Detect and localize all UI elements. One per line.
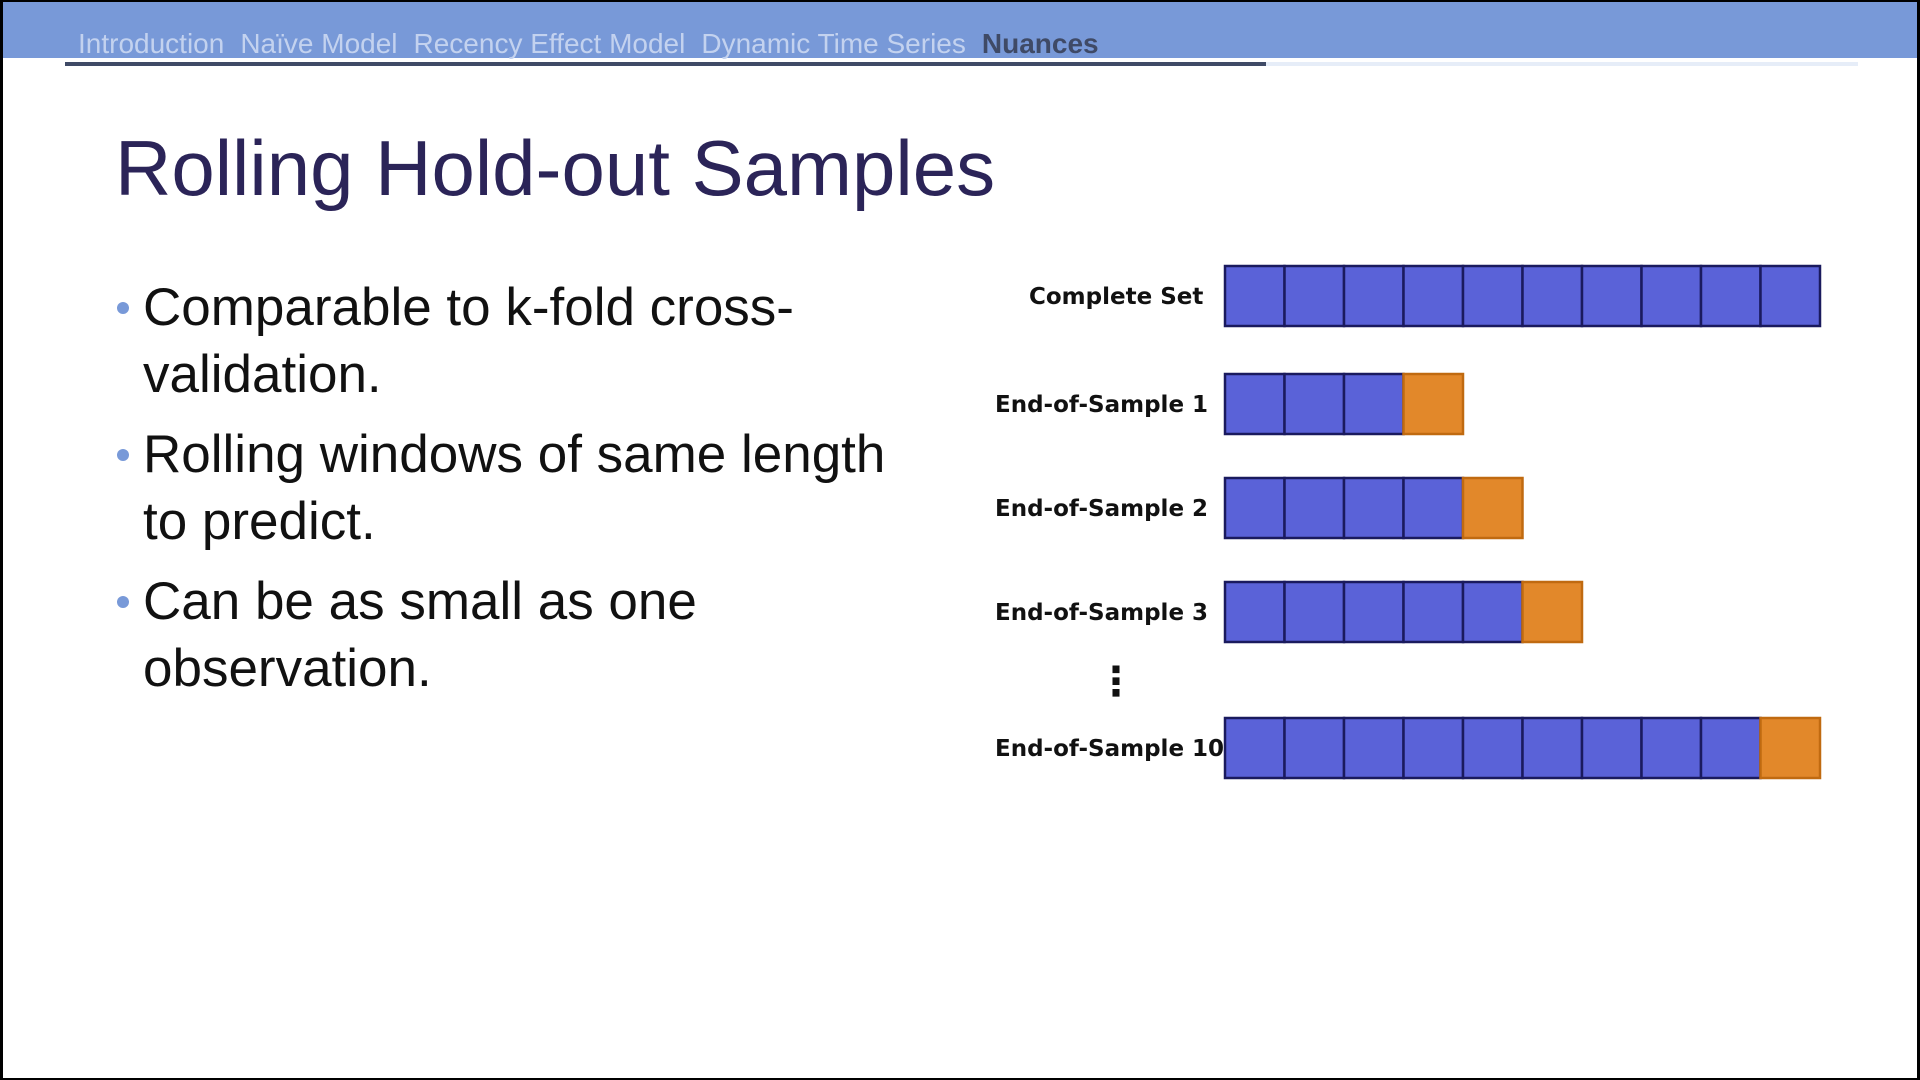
bullet-item: Can be as small as one observation.	[113, 568, 943, 702]
sample-row: Complete Set	[1029, 264, 1822, 328]
nav-item-dynamic-time-series[interactable]: Dynamic Time Series	[701, 28, 966, 59]
bullet-text: Can be as small as one observation.	[143, 572, 697, 698]
training-cell	[1223, 264, 1286, 328]
row-label: End-of-Sample 3	[995, 600, 1208, 626]
training-cell	[1342, 372, 1405, 436]
training-cell	[1580, 716, 1643, 780]
nav-item-recency-effect-model[interactable]: Recency Effect Model	[413, 28, 686, 59]
holdout-cell	[1461, 476, 1524, 540]
bullet-text: Comparable to k-fold cross-validation.	[143, 278, 794, 404]
row-label: End-of-Sample 1	[995, 392, 1208, 418]
training-cell	[1223, 580, 1286, 644]
training-cell	[1402, 264, 1465, 328]
nav-item-introduction[interactable]: Introduction	[78, 28, 225, 59]
bullet-text: Rolling windows of same length to predic…	[143, 425, 886, 551]
training-cell	[1461, 716, 1524, 780]
training-cell	[1283, 264, 1346, 328]
training-cell	[1223, 372, 1286, 436]
ellipsis-icon: ⋮	[1096, 659, 1136, 705]
holdout-cell	[1521, 580, 1584, 644]
row-label: End-of-Sample 2	[995, 496, 1208, 522]
holdout-cell	[1402, 372, 1465, 436]
training-cell	[1342, 476, 1405, 540]
training-cell	[1521, 264, 1584, 328]
training-cell	[1521, 716, 1584, 780]
training-cell	[1342, 716, 1405, 780]
training-cell	[1283, 716, 1346, 780]
training-cell	[1283, 372, 1346, 436]
training-cell	[1640, 716, 1703, 780]
bullet-dot-icon	[117, 596, 129, 608]
training-cell	[1283, 580, 1346, 644]
bullet-item: Rolling windows of same length to predic…	[113, 421, 943, 555]
row-label: End-of-Sample 10	[995, 736, 1224, 762]
nav-item-naive-model[interactable]: Naïve Model	[240, 28, 398, 59]
training-cell	[1461, 580, 1524, 644]
training-cell	[1402, 476, 1465, 540]
training-cell	[1699, 264, 1762, 328]
sample-row: End-of-Sample 1	[995, 372, 1465, 436]
training-cell	[1342, 580, 1405, 644]
progress-fill	[65, 62, 1267, 66]
bullet-list: Comparable to k-fold cross-validation. R…	[113, 274, 943, 715]
section-nav-bar: Introduction Naïve Model Recency Effect …	[3, 2, 1917, 59]
rolling-holdout-diagram: Complete Set End-of-Sample 1 End-of-Sample…	[995, 264, 1822, 780]
bullet-item: Comparable to k-fold cross-validation.	[113, 274, 943, 408]
bullet-dot-icon	[117, 449, 129, 461]
training-cell	[1699, 716, 1762, 780]
training-cell	[1402, 580, 1465, 644]
slide: Introduction Naïve Model Recency Effect …	[3, 2, 1917, 1078]
training-cell	[1759, 264, 1822, 328]
nav-item-nuances[interactable]: Nuances	[981, 28, 1099, 59]
sample-row: End-of-Sample 10	[995, 716, 1822, 780]
training-cell	[1223, 716, 1286, 780]
sample-row: End-of-Sample 3	[995, 580, 1584, 644]
holdout-cell	[1759, 716, 1822, 780]
training-cell	[1283, 476, 1346, 540]
section-nav-items: Introduction Naïve Model Recency Effect …	[78, 26, 1099, 62]
progress-track	[65, 62, 1858, 66]
training-cell	[1402, 716, 1465, 780]
training-cell	[1640, 264, 1703, 328]
training-cell	[1461, 264, 1524, 328]
training-cell	[1342, 264, 1405, 328]
row-label: Complete Set	[1029, 284, 1203, 310]
training-cell	[1223, 476, 1286, 540]
page-title: Rolling Hold-out Samples	[115, 124, 996, 212]
bullet-dot-icon	[117, 302, 129, 314]
training-cell	[1580, 264, 1643, 328]
sample-row: End-of-Sample 2	[995, 476, 1524, 540]
